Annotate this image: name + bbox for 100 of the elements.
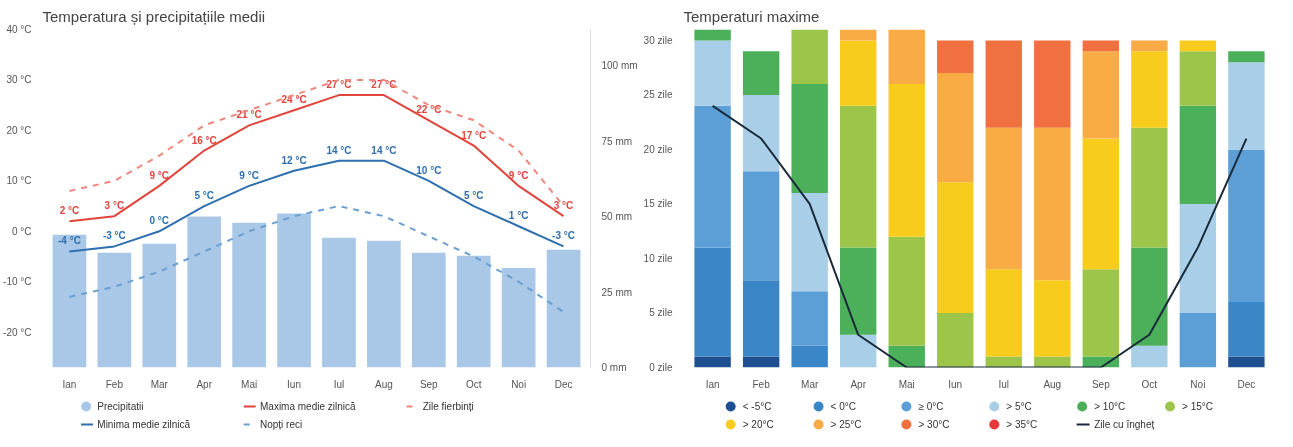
bar	[888, 29, 925, 85]
bar	[888, 84, 925, 237]
bar	[411, 252, 446, 368]
y-tick-label: -10 °C	[3, 276, 32, 288]
legend-label: Minima medie zilnică	[97, 419, 191, 430]
bar	[1179, 40, 1217, 52]
data-label: 17 °C	[461, 129, 487, 141]
data-label: 0 °C	[149, 215, 170, 227]
data-label: 12 °C	[281, 154, 307, 166]
x-tick-label: Oct	[1141, 378, 1158, 390]
bar	[742, 171, 780, 281]
x-tick-label: Dec	[1237, 378, 1256, 390]
x-tick-label: Apr	[850, 378, 867, 390]
bar	[937, 182, 974, 313]
x-tick-label: Iun	[948, 378, 963, 390]
bar	[742, 51, 780, 95]
x-tick-label: Mai	[898, 378, 915, 390]
chart-title: Temperatura și precipitațiile medii	[42, 7, 266, 25]
x-tick-label: Noi	[511, 378, 527, 390]
bar	[1131, 51, 1168, 128]
data-label: 16 °C	[191, 134, 217, 146]
bar	[1228, 62, 1265, 150]
data-label: -3 °C	[552, 230, 575, 242]
bar	[1082, 269, 1120, 357]
y-tick-label: 5 zile	[649, 307, 673, 319]
data-label: 9 °C	[149, 169, 170, 181]
legend-label: > 15°C	[1182, 401, 1214, 412]
bar	[694, 29, 731, 41]
bar	[142, 243, 177, 368]
y-tick-label: -20 °C	[3, 326, 32, 338]
legend-label: ≥ 0°C	[918, 401, 944, 412]
y-tick-label: 25 zile	[643, 89, 673, 101]
bar	[839, 29, 877, 41]
bar	[1034, 280, 1071, 357]
bar	[501, 267, 536, 368]
bar	[1228, 356, 1265, 368]
data-label: 22 °C	[416, 104, 442, 116]
x-tick-label: Aug	[374, 378, 393, 390]
legend-label: > 5°C	[1006, 401, 1032, 412]
legend-label: Zile cu îngheț	[1094, 419, 1155, 430]
data-label: 1 °C	[508, 210, 529, 222]
data-label: 3 °C	[553, 200, 574, 212]
data-label: 5 °C	[463, 190, 484, 202]
legend-label: < -5°C	[742, 401, 772, 412]
bar	[1228, 149, 1265, 303]
x-tick-label: Iun	[287, 378, 301, 390]
y-tick-label: 10 °C	[6, 175, 32, 187]
bar	[839, 334, 877, 368]
bar	[1034, 127, 1071, 281]
bar	[791, 29, 828, 85]
bar	[694, 247, 731, 357]
bar	[742, 356, 780, 368]
y-tick-label: 10 zile	[643, 252, 673, 264]
legend-label: Precipitatii	[97, 401, 144, 412]
x-tick-label: Dec	[554, 378, 573, 390]
bar	[1131, 345, 1168, 368]
y-tick-label: 30 zile	[643, 34, 673, 46]
bar	[937, 312, 974, 368]
x-tick-label: Mar	[150, 378, 169, 390]
y2-tick-label: 25 mm	[601, 286, 633, 298]
bar	[694, 40, 731, 106]
bar	[791, 84, 828, 194]
y2-tick-label: 0 mm	[601, 362, 627, 373]
y2-tick-label: 75 mm	[601, 135, 633, 147]
bar	[1228, 302, 1265, 357]
bar	[1131, 247, 1168, 346]
bar	[985, 269, 1022, 357]
bar	[888, 345, 925, 368]
x-tick-label: Sep	[1091, 378, 1111, 390]
legend-label: > 10°C	[1094, 401, 1126, 412]
bar	[52, 234, 87, 368]
legend-label: > 25°C	[830, 419, 862, 430]
bar	[1179, 312, 1217, 368]
x-tick-label: Mar	[801, 378, 819, 390]
x-tick-label: Ian	[705, 378, 720, 390]
y-tick-label: 30 °C	[6, 74, 32, 86]
legend-label: Nopți reci	[259, 419, 303, 430]
data-label: 3 °C	[104, 200, 125, 212]
data-label: 10 °C	[416, 164, 442, 176]
bar	[1082, 40, 1120, 52]
y2-tick-label: 50 mm	[601, 211, 633, 223]
data-label: 14 °C	[371, 144, 397, 156]
bar	[1131, 40, 1168, 52]
bar	[791, 345, 828, 368]
x-tick-label: Mai	[241, 378, 258, 390]
bar	[322, 237, 356, 368]
y-tick-label: 20 zile	[643, 143, 673, 155]
bar	[1034, 40, 1071, 128]
bar	[1179, 105, 1217, 204]
bar	[1228, 51, 1265, 63]
x-tick-label: Sep	[419, 378, 439, 390]
x-tick-label: Iul	[998, 378, 1010, 390]
data-label: -3 °C	[102, 230, 126, 242]
x-tick-label: Apr	[196, 378, 213, 390]
bar	[839, 247, 877, 335]
legend-label: > 35°C	[1006, 419, 1038, 430]
x-tick-label: Aug	[1043, 378, 1062, 390]
y-tick-label: 20 °C	[6, 124, 32, 136]
bar	[1179, 203, 1217, 313]
bar	[367, 240, 401, 368]
